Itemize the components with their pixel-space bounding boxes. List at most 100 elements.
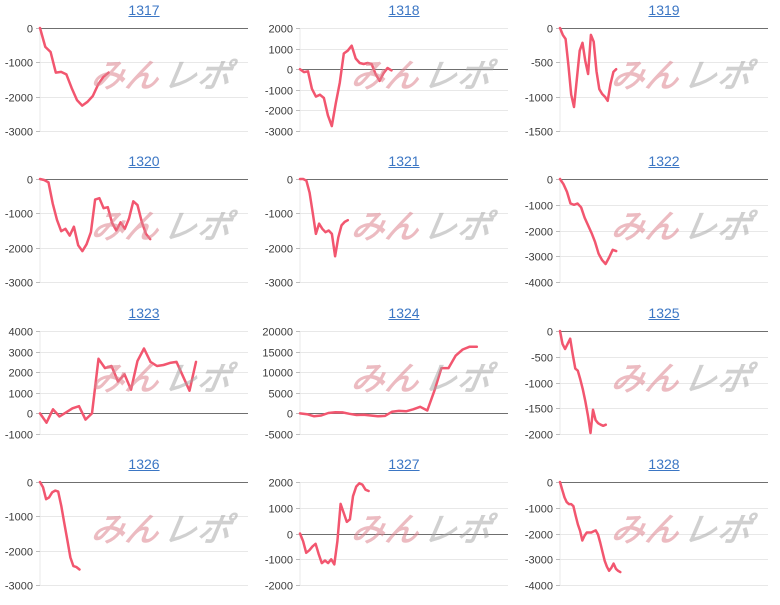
- chart-title-link[interactable]: 1323: [128, 304, 160, 321]
- y-tick-label: -2000: [525, 529, 553, 541]
- y-tick-label: -4000: [525, 580, 553, 592]
- data-line: [38, 346, 198, 424]
- y-tick-label: 5000: [269, 388, 293, 400]
- y-tick-label: 2000: [269, 24, 293, 36]
- chart-cell-1319: 1319 0 -500 -1000 -1500 みんレポ: [520, 0, 780, 151]
- y-tick-label: -2000: [525, 429, 553, 441]
- y-tick-label: -1500: [525, 403, 553, 415]
- y-tick-label: -1000: [525, 201, 553, 213]
- y-tick-label: -1000: [525, 503, 553, 515]
- data-line: [298, 481, 370, 566]
- y-tick-label: -2000: [5, 244, 33, 256]
- chart-title-link[interactable]: 1322: [648, 153, 680, 170]
- y-tick-label: 0: [547, 477, 553, 489]
- chart-cell-1320: 1320 0 -1000 -2000 -3000 みんレポ: [0, 151, 260, 302]
- line-chart-plot: 0 -1000 -2000 -3000: [5, 477, 248, 592]
- chart-cell-1317: 1317 0 -1000 -2000 -3000 みんレポ: [0, 0, 260, 151]
- data-line: [38, 26, 110, 107]
- y-tick-label: 0: [27, 24, 33, 36]
- y-tick-label: 20000: [262, 326, 293, 338]
- data-line: [298, 178, 350, 258]
- y-tick-label: -500: [531, 58, 553, 70]
- data-line: [298, 44, 393, 128]
- data-line: [558, 178, 618, 266]
- chart-title-link[interactable]: 1325: [648, 304, 680, 321]
- y-tick-label: -3000: [5, 278, 33, 290]
- data-line: [38, 178, 152, 253]
- y-tick-label: 0: [547, 326, 553, 338]
- line-chart-plot: 0 -500 -1000 -1500 -2000: [525, 326, 768, 441]
- line-chart-plot: 2000 1000 0 -1000 -2000 -3000: [265, 24, 508, 139]
- y-tick-label: -1000: [525, 93, 553, 105]
- y-tick-label: -1000: [265, 86, 293, 98]
- y-tick-label: -1000: [265, 554, 293, 566]
- line-chart-plot: 0 -1000 -2000 -3000 -4000: [525, 175, 768, 290]
- y-tick-label: 0: [27, 408, 33, 420]
- y-tick-label: 0: [287, 175, 293, 187]
- line-chart-plot: 0 -1000 -2000 -3000: [5, 175, 248, 290]
- y-tick-label: -1000: [5, 511, 33, 523]
- y-tick-label: -500: [531, 352, 553, 364]
- chart-title-link[interactable]: 1318: [388, 2, 420, 18]
- line-chart-plot: 20000 15000 10000 5000 0 -5000: [262, 326, 508, 441]
- y-tick-label: -2000: [265, 244, 293, 256]
- chart-cell-1328: 1328 0 -1000 -2000 -3000 -4000 みんレポ: [520, 454, 780, 605]
- y-tick-label: 0: [27, 477, 33, 489]
- chart-cell-1325: 1325 0 -500 -1000 -1500 -2000 みんレポ: [520, 303, 780, 454]
- y-tick-label: -2000: [525, 227, 553, 239]
- y-tick-label: -3000: [265, 127, 293, 139]
- line-chart-plot: 2000 1000 0 -1000 -2000: [265, 477, 508, 592]
- data-line: [558, 26, 618, 109]
- line-chart-plot: 4000 3000 2000 1000 0 -1000: [5, 326, 248, 441]
- y-tick-label: 4000: [9, 326, 33, 338]
- chart-title-link[interactable]: 1328: [648, 455, 680, 472]
- y-tick-label: 1000: [269, 503, 293, 515]
- y-tick-label: -5000: [265, 429, 293, 441]
- y-tick-label: -3000: [5, 127, 33, 139]
- y-tick-label: 0: [287, 408, 293, 420]
- y-tick-label: -3000: [5, 580, 33, 592]
- line-chart-plot: 0 -1000 -2000 -3000 -4000: [525, 477, 768, 592]
- y-tick-label: -4000: [525, 278, 553, 290]
- y-tick-label: 1000: [9, 388, 33, 400]
- data-line: [298, 344, 479, 418]
- y-tick-label: 3000: [9, 347, 33, 359]
- y-tick-label: 2000: [269, 477, 293, 489]
- y-tick-label: -1000: [265, 209, 293, 221]
- y-tick-label: 0: [287, 65, 293, 77]
- y-tick-label: 0: [287, 529, 293, 541]
- chart-cell-1322: 1322 0 -1000 -2000 -3000 -4000 みんレポ: [520, 151, 780, 302]
- y-tick-label: -2000: [265, 106, 293, 118]
- y-tick-label: -2000: [5, 93, 33, 105]
- y-tick-label: -1500: [525, 127, 553, 139]
- chart-cell-1324: 1324 20000 15000 10000 5000 0 -5000 みんレポ: [260, 303, 520, 454]
- y-tick-label: -3000: [525, 252, 553, 264]
- chart-title-link[interactable]: 1319: [648, 2, 680, 18]
- data-line: [38, 480, 81, 571]
- chart-title-link[interactable]: 1320: [128, 153, 160, 170]
- y-tick-label: 0: [27, 175, 33, 187]
- chart-title-link[interactable]: 1324: [388, 304, 420, 321]
- y-tick-label: -3000: [265, 278, 293, 290]
- chart-title-link[interactable]: 1326: [128, 455, 160, 472]
- line-chart-plot: 0 -1000 -2000 -3000: [265, 175, 508, 290]
- y-tick-label: -1000: [5, 58, 33, 70]
- y-tick-label: -1000: [5, 209, 33, 221]
- chart-cell-1318: 1318 2000 1000 0 -1000 -2000 -3000 みんレポ: [260, 0, 520, 151]
- chart-cell-1326: 1326 0 -1000 -2000 -3000 みんレポ: [0, 454, 260, 605]
- chart-cell-1323: 1323 4000 3000 2000 1000 0 -1000 みんレポ: [0, 303, 260, 454]
- chart-title-link[interactable]: 1317: [128, 2, 160, 18]
- chart-title-link[interactable]: 1327: [388, 455, 420, 472]
- line-chart-plot: 0 -500 -1000 -1500: [525, 24, 768, 139]
- chart-cell-1321: 1321 0 -1000 -2000 -3000 みんレポ: [260, 151, 520, 302]
- y-tick-label: -1000: [525, 378, 553, 390]
- y-tick-label: -2000: [5, 546, 33, 558]
- y-tick-label: 0: [547, 24, 553, 36]
- y-tick-label: -2000: [265, 580, 293, 592]
- y-tick-label: -1000: [5, 429, 33, 441]
- chart-title-link[interactable]: 1321: [388, 153, 420, 170]
- y-tick-label: 1000: [269, 45, 293, 57]
- chart-cell-1327: 1327 2000 1000 0 -1000 -2000 みんレポ: [260, 454, 520, 605]
- y-tick-label: 10000: [262, 367, 293, 379]
